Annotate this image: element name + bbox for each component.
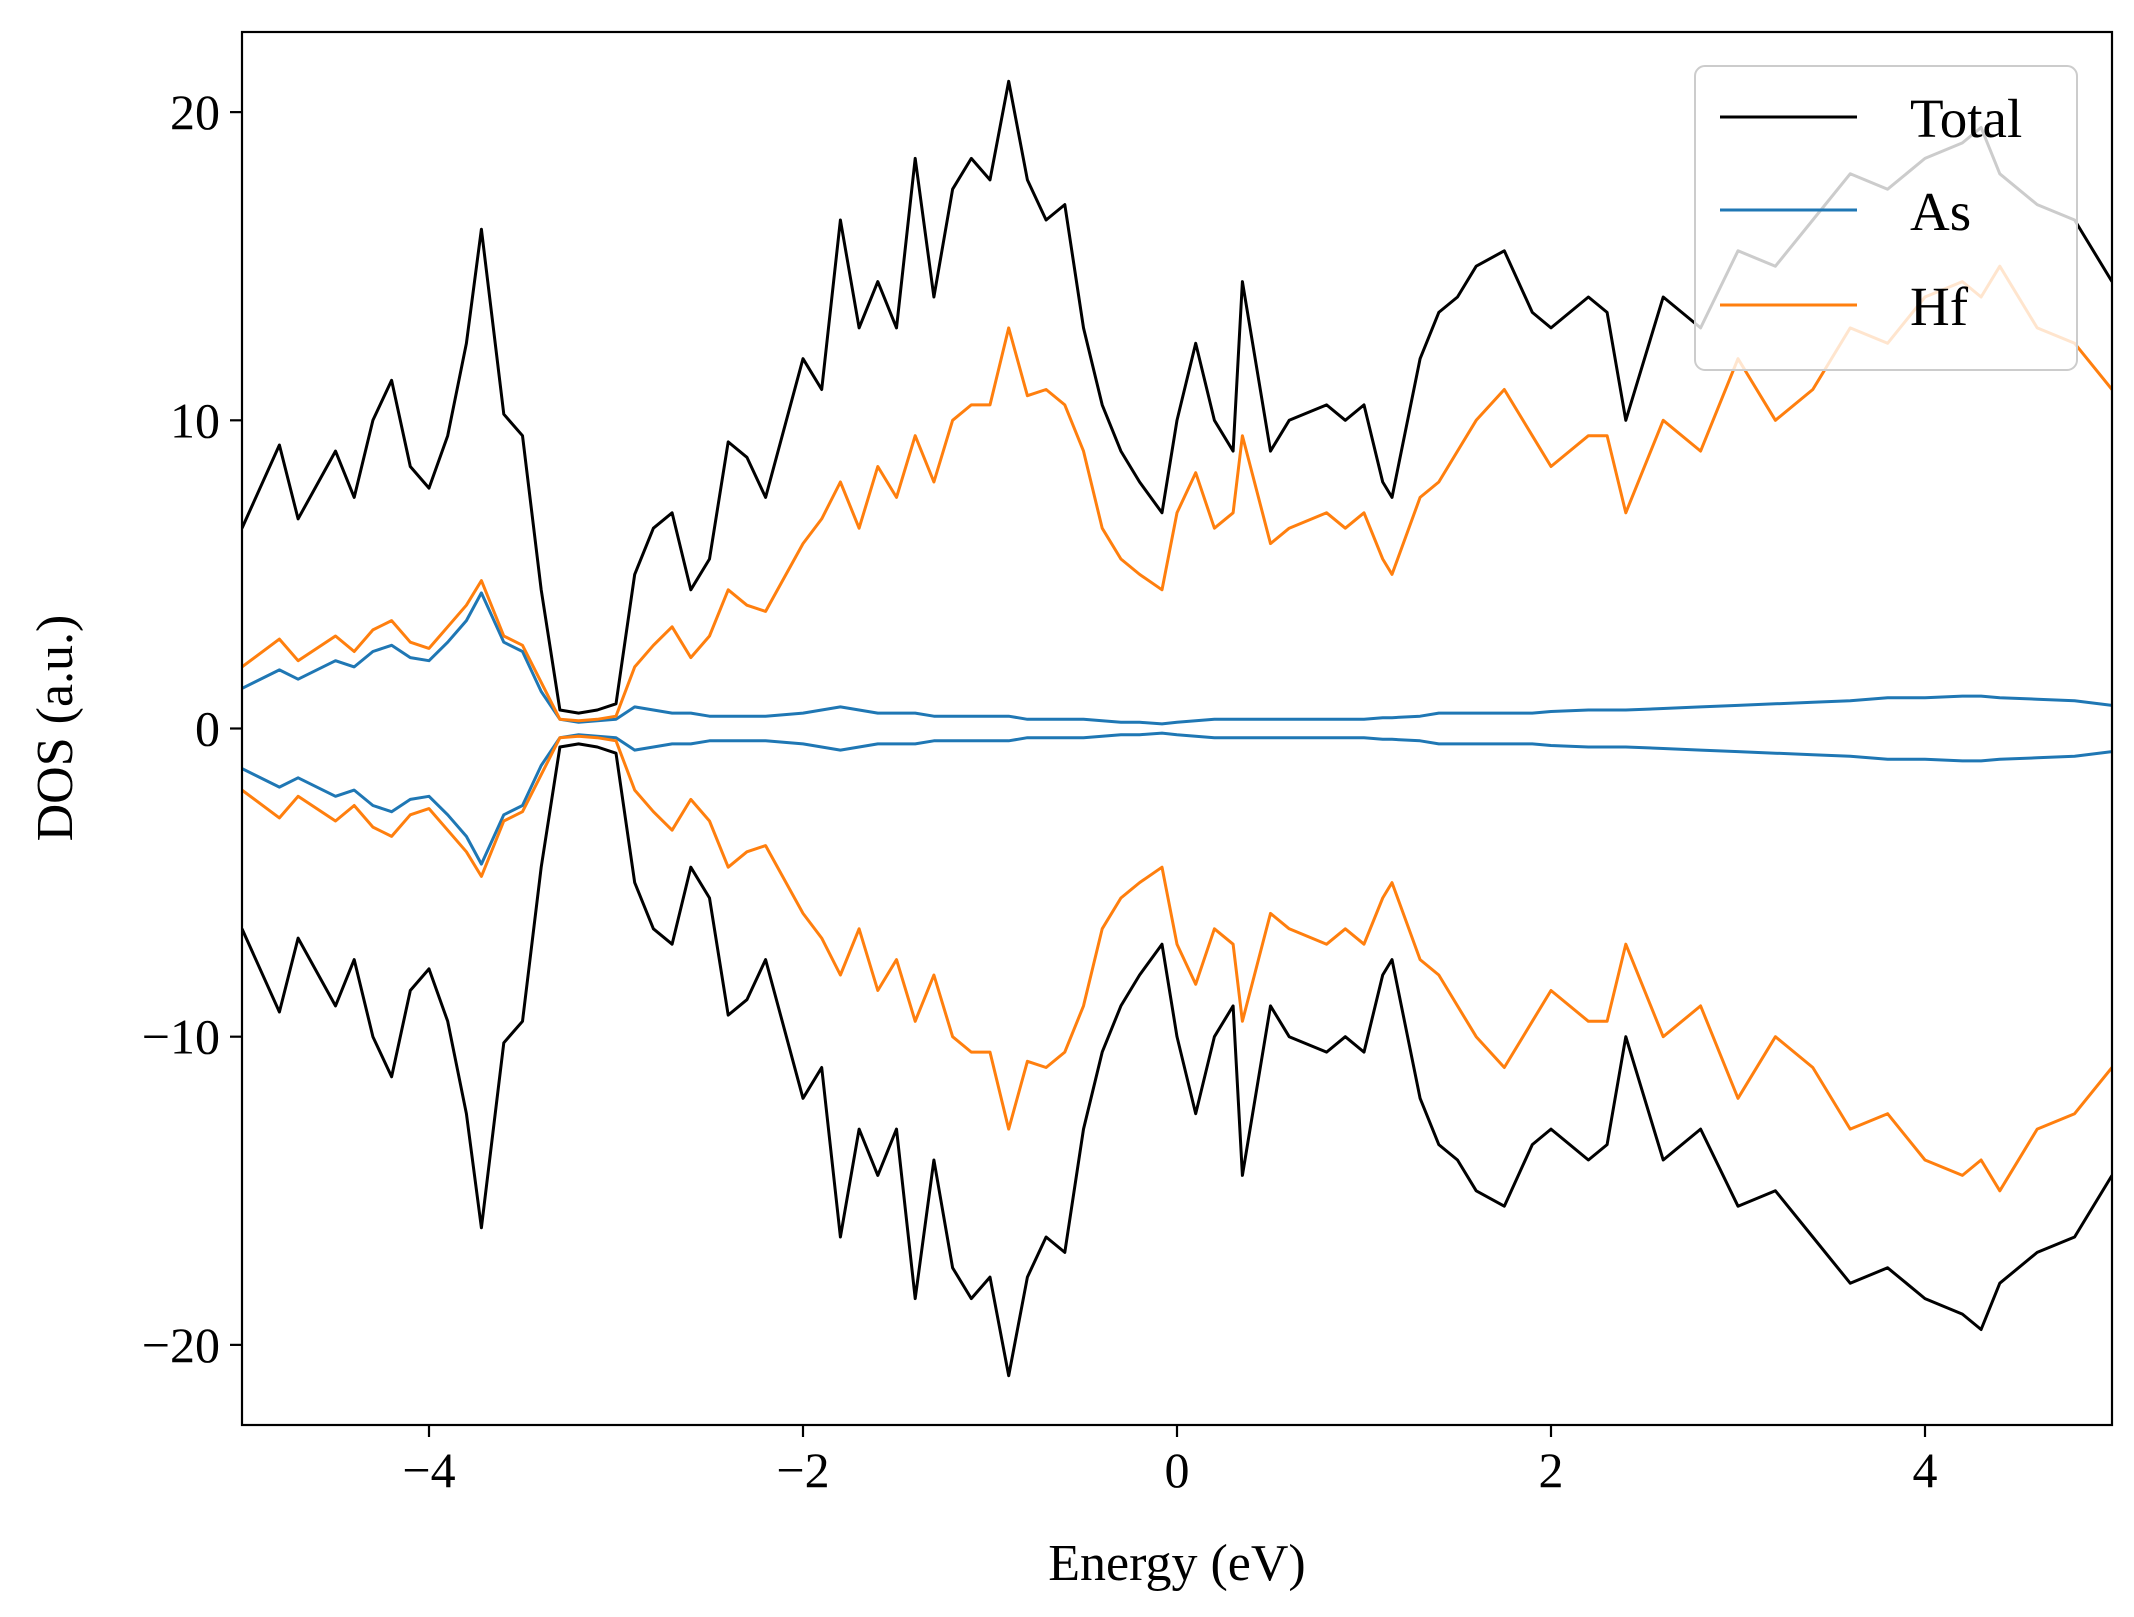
- y-tick-label: 10: [170, 392, 220, 448]
- series-layer: [242, 79, 2112, 1378]
- legend-label-hf: Hf: [1910, 276, 1969, 337]
- x-tick-label: 2: [1539, 1442, 1564, 1498]
- series-line-hf-spin-up: [242, 264, 2112, 723]
- series-line-hf-spin-down: [242, 734, 2112, 1193]
- y-tick-label: −20: [142, 1317, 220, 1373]
- legend-label-as: As: [1910, 181, 1971, 242]
- series-line-as-spin-up: [242, 591, 2112, 726]
- series-line-as-spin-down: [242, 731, 2112, 866]
- y-axis-label: DOS (a.u.): [27, 615, 84, 842]
- x-tick-label: 0: [1165, 1442, 1190, 1498]
- legend-label-total: Total: [1910, 88, 2022, 149]
- x-tick-label: 4: [1913, 1442, 1938, 1498]
- y-tick-label: −10: [142, 1009, 220, 1065]
- series-line-total-spin-down: [242, 742, 2112, 1378]
- x-tick-label: −4: [402, 1442, 455, 1498]
- legend: Total As Hf: [1694, 65, 2078, 371]
- y-tick-label: 20: [170, 84, 220, 140]
- legend-box: [1694, 65, 2078, 371]
- y-tick-label: 0: [195, 701, 220, 757]
- x-axis-label: Energy (eV): [1048, 1535, 1306, 1592]
- series-line-total-spin-up: [242, 79, 2112, 715]
- x-tick-label: −2: [776, 1442, 829, 1498]
